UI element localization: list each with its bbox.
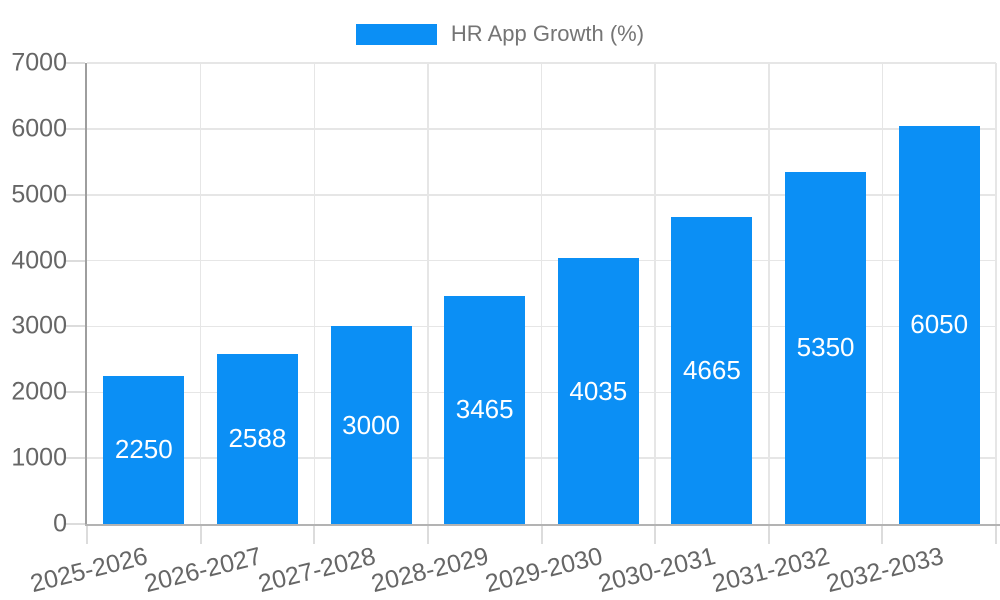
bar-value-label: 2250	[114, 434, 173, 465]
y-tick-label: 5000	[11, 180, 67, 209]
x-axis-tick	[881, 526, 884, 544]
legend-item[interactable]: HR App Growth (%)	[355, 21, 645, 47]
v-gridline	[768, 63, 770, 524]
bar-value-label: 5350	[796, 332, 855, 363]
y-axis-tick	[65, 127, 85, 130]
v-gridline	[995, 63, 997, 524]
x-axis-tick	[426, 526, 429, 544]
bar-value-label: 3465	[455, 394, 514, 425]
x-axis-tick	[199, 526, 202, 544]
bar[interactable]: 3465	[444, 295, 526, 524]
bar-value-label: 6050	[910, 309, 969, 340]
chart-legend: HR App Growth (%)	[0, 21, 1000, 47]
y-axis-tick	[65, 391, 85, 394]
y-axis-line	[85, 63, 87, 526]
h-gridline	[87, 62, 996, 64]
x-axis-line	[85, 524, 1000, 526]
bar[interactable]: 3000	[330, 326, 412, 524]
y-tick-label: 1000	[11, 443, 67, 472]
y-tick-label: 2000	[11, 377, 67, 406]
y-axis-tick	[65, 523, 85, 525]
y-axis-tick	[65, 259, 85, 262]
v-gridline	[313, 63, 315, 524]
x-axis-tick	[86, 526, 88, 544]
v-gridline	[427, 63, 429, 524]
bar[interactable]: 4035	[557, 258, 639, 524]
y-tick-label: 0	[53, 509, 67, 538]
bar-value-label: 2588	[228, 423, 287, 454]
y-tick-label: 7000	[11, 48, 67, 77]
x-axis-tick	[767, 526, 770, 544]
y-tick-label: 6000	[11, 114, 67, 143]
legend-swatch	[355, 23, 437, 45]
v-gridline	[199, 63, 202, 524]
y-axis-tick	[65, 325, 85, 328]
y-axis-tick	[65, 193, 85, 196]
x-axis-tick	[995, 526, 997, 544]
bar-value-label: 3000	[342, 409, 401, 440]
bar[interactable]: 2250	[103, 375, 185, 524]
v-gridline	[654, 63, 656, 524]
bar-value-label: 4035	[569, 375, 628, 406]
x-axis-tick	[313, 526, 316, 544]
v-gridline	[540, 63, 543, 524]
bar[interactable]: 4665	[671, 216, 753, 524]
bar[interactable]: 6050	[898, 125, 980, 524]
bar[interactable]: 2588	[216, 353, 298, 524]
x-axis-tick	[540, 526, 543, 544]
y-tick-label: 3000	[11, 311, 67, 340]
y-axis-tick	[65, 62, 85, 64]
y-tick-label: 4000	[11, 246, 67, 275]
y-axis-tick	[65, 457, 85, 460]
plot-area: 0 1000 2000 3000 4000 5000 6000 7000 2250 2025-20…	[11, 49, 1000, 598]
bar-value-label: 4665	[682, 354, 741, 385]
bar[interactable]: 5350	[785, 171, 867, 524]
legend-label: HR App Growth (%)	[450, 21, 645, 46]
v-gridline	[881, 63, 884, 524]
x-axis-tick	[654, 526, 657, 544]
